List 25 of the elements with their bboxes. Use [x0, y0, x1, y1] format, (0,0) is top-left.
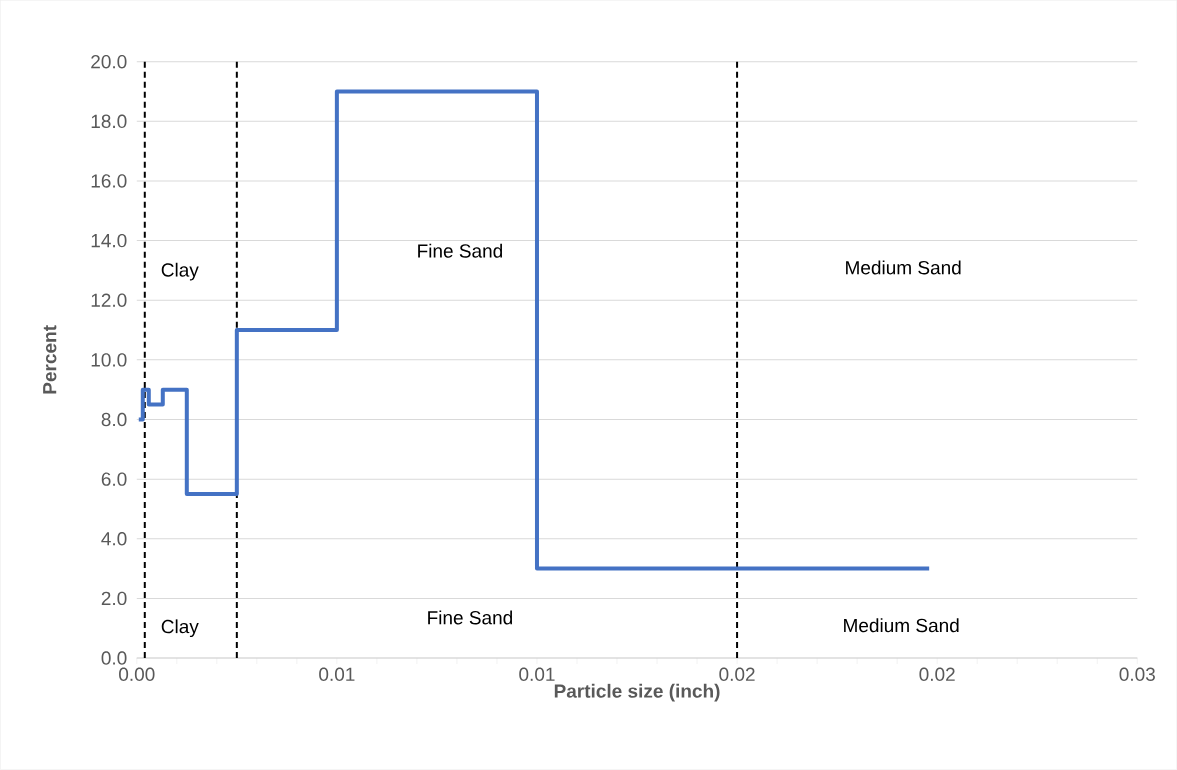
annotation: Fine Sand	[428, 610, 513, 625]
y-tick-label: 12.0	[91, 293, 127, 308]
x-tick-label: 0.01	[519, 667, 555, 682]
y-tick-label: 8.0	[101, 412, 127, 427]
y-tick-label: 2.0	[101, 591, 127, 606]
x-tick-label: 0.02	[719, 667, 755, 682]
y-axis-title: Percent	[43, 325, 57, 394]
y-tick-label: 4.0	[101, 532, 127, 546]
x-tick-label: 0.03	[1119, 667, 1155, 682]
x-tick-label: 0.01	[319, 667, 355, 682]
annotation: Clay	[161, 262, 199, 281]
y-tick-label: 0.0	[101, 651, 127, 665]
annotation: Medium Sand	[846, 260, 961, 275]
y-tick-label: 20.0	[91, 55, 127, 69]
y-tick-label: 16.0	[91, 174, 127, 188]
y-tick-label: 14.0	[91, 233, 127, 248]
annotation: Clay	[161, 619, 199, 638]
x-tick-label: 0.00	[119, 667, 155, 682]
x-tick-label: 0.02	[919, 667, 955, 682]
y-tick-label: 10.0	[91, 353, 127, 367]
y-tick-label: 18.0	[91, 114, 127, 129]
annotation: Fine Sand	[418, 243, 503, 258]
y-tick-label: 6.0	[101, 472, 127, 486]
x-axis-title: Particle size (inch)	[554, 683, 720, 702]
annotation: Medium Sand	[844, 618, 959, 633]
